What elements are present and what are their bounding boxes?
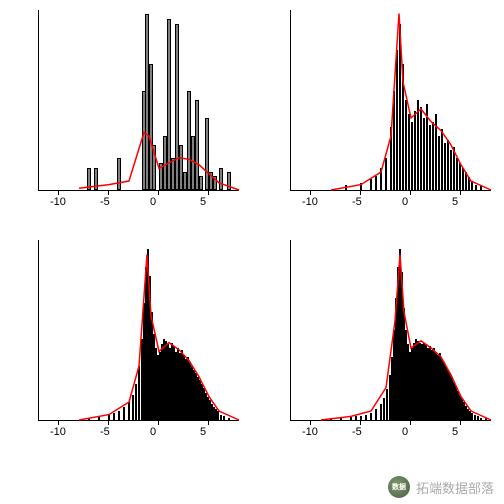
x-tick-mark xyxy=(208,190,209,195)
panel-3: -10 -5 0 5 xyxy=(252,230,504,460)
x-tick-mark xyxy=(360,420,361,425)
plot-area xyxy=(290,240,491,421)
x-tick-mark xyxy=(310,420,311,425)
x-tick-label: -10 xyxy=(50,426,66,438)
x-tick-label: 5 xyxy=(200,196,206,208)
watermark: 数据 拓端数据部落 xyxy=(388,476,494,498)
x-tick-mark xyxy=(58,420,59,425)
x-tick-label: 5 xyxy=(452,426,458,438)
x-tick-mark xyxy=(360,190,361,195)
x-tick-label: -10 xyxy=(302,196,318,208)
x-tick-label: 5 xyxy=(200,426,206,438)
x-tick-mark xyxy=(58,190,59,195)
x-tick-mark xyxy=(108,190,109,195)
density-curve xyxy=(291,10,491,190)
watermark-icon: 数据 xyxy=(388,476,410,498)
x-tick-mark xyxy=(208,420,209,425)
x-tick-mark xyxy=(410,190,411,195)
x-tick-label: -5 xyxy=(100,426,110,438)
x-tick-mark xyxy=(410,420,411,425)
density-curve xyxy=(39,10,239,190)
chart-grid: -10 -5 0 5 -10 -5 0 5 -10 -5 0 5 -10 -5 0 5 xyxy=(0,0,504,460)
panel-2: -10 -5 0 5 xyxy=(0,230,252,460)
x-tick-label: -5 xyxy=(352,196,362,208)
density-curve xyxy=(291,240,491,420)
watermark-text: 拓端数据部落 xyxy=(416,478,494,497)
x-tick-mark xyxy=(108,420,109,425)
x-tick-label: -5 xyxy=(100,196,110,208)
x-tick-label: 0 xyxy=(402,196,408,208)
x-tick-label: 0 xyxy=(150,196,156,208)
x-tick-mark xyxy=(460,190,461,195)
plot-area xyxy=(290,10,491,191)
x-tick-label: -10 xyxy=(50,196,66,208)
x-tick-label: 0 xyxy=(402,426,408,438)
x-tick-label: 5 xyxy=(452,196,458,208)
plot-area xyxy=(38,240,239,421)
panel-1: -10 -5 0 5 xyxy=(252,0,504,230)
x-tick-label: -10 xyxy=(302,426,318,438)
x-tick-label: -5 xyxy=(352,426,362,438)
density-curve xyxy=(39,240,239,420)
x-tick-mark xyxy=(460,420,461,425)
x-tick-mark xyxy=(158,190,159,195)
panel-0: -10 -5 0 5 xyxy=(0,0,252,230)
x-tick-mark xyxy=(158,420,159,425)
x-tick-label: 0 xyxy=(150,426,156,438)
plot-area xyxy=(38,10,239,191)
x-tick-mark xyxy=(310,190,311,195)
